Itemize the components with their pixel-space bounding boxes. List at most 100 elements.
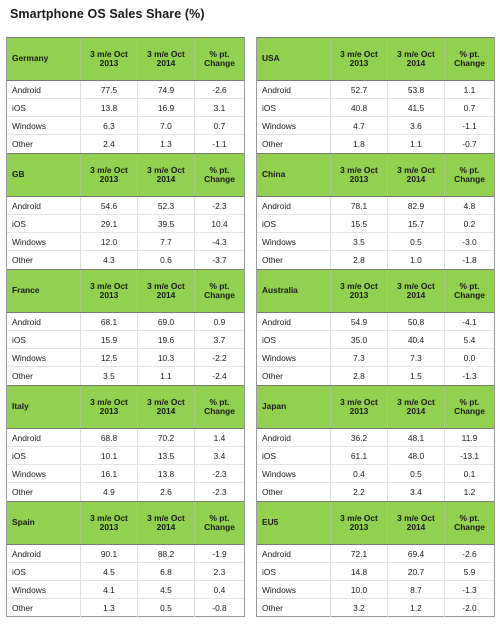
os-label: Other xyxy=(12,371,33,381)
value-2013-cell: 15.5 xyxy=(330,215,387,232)
table-header: GB 3 m/e Oct 2013 3 m/e Oct 2014% pt. Chan… xyxy=(7,153,244,197)
column-header-2014: 3 m/e Oct 2014 xyxy=(137,154,194,196)
column-header-2013: 3 m/e Oct 2013 xyxy=(330,270,387,312)
pt-change-cell: 3.4 xyxy=(194,447,244,464)
pt-change-cell: 4.8 xyxy=(444,197,494,214)
os-label: Android xyxy=(262,84,291,95)
value-2013-cell: 10.0 xyxy=(330,581,387,598)
pt-change-cell: -2.6 xyxy=(194,81,244,98)
pt-change-cell: -3.7 xyxy=(194,251,244,269)
value-2013-cell: 10.1 xyxy=(80,447,137,464)
table-row: Windows 6.3 7.0 0.7 xyxy=(7,117,244,135)
table-row: Android 54.6 52.3 -2.3 xyxy=(7,197,244,215)
column-header-2013: 3 m/e Oct 2013 xyxy=(80,154,137,196)
pt-change-cell: -1.3 xyxy=(444,367,494,385)
value-2014-cell: 15.7 xyxy=(387,215,444,232)
os-label: Android xyxy=(12,84,41,95)
value-2014-cell: 1.0 xyxy=(387,251,444,269)
pt-change-cell: -0.8 xyxy=(194,599,244,617)
os-label: Other xyxy=(12,139,33,149)
table-row: Android 52.7 53.8 1.1 xyxy=(257,81,494,99)
value-2013-cell: 4.7 xyxy=(330,117,387,134)
pt-change-cell: -2.3 xyxy=(194,483,244,501)
page-title: Smartphone OS Sales Share (%) xyxy=(10,7,205,21)
os-label: Android xyxy=(262,316,291,327)
pt-change-cell: -2.6 xyxy=(444,545,494,562)
value-2013-cell: 13.8 xyxy=(80,99,137,116)
value-2013-cell: 3.2 xyxy=(330,599,387,617)
pt-change-cell: 2.3 xyxy=(194,563,244,580)
value-2014-cell: 1.1 xyxy=(137,367,194,385)
value-2013-cell: 4.1 xyxy=(80,581,137,598)
os-label: Other xyxy=(262,487,283,497)
os-label: iOS xyxy=(262,450,276,461)
region-name: GB xyxy=(12,169,25,180)
value-2014-cell: 3.6 xyxy=(387,117,444,134)
os-label: iOS xyxy=(262,102,276,113)
pt-change-cell: 1.1 xyxy=(444,81,494,98)
os-label: Android xyxy=(12,548,41,559)
os-label: iOS xyxy=(12,218,26,229)
column-header-2014: 3 m/e Oct 2014 xyxy=(387,502,444,544)
pt-change-cell: -2.2 xyxy=(194,349,244,366)
value-2013-cell: 1.8 xyxy=(330,135,387,153)
table-row: Windows 12.5 10.3 -2.2 xyxy=(7,349,244,367)
region-name: Spain xyxy=(12,517,35,528)
table-row: Windows 4.1 4.5 0.4 xyxy=(7,581,244,599)
table-row: iOS 40.8 41.5 0.7 xyxy=(257,99,494,117)
value-2013-cell: 68.1 xyxy=(80,313,137,330)
value-2013-cell: 35.0 xyxy=(330,331,387,348)
column-header-2013: 3 m/e Oct 2013 xyxy=(80,502,137,544)
os-label: Windows xyxy=(12,352,46,363)
table-row: Windows 0.4 0.5 0.1 xyxy=(257,465,494,483)
table-row: iOS 15.9 19.6 3.7 xyxy=(7,331,244,349)
value-2014-cell: 13.5 xyxy=(137,447,194,464)
os-label: iOS xyxy=(12,334,26,345)
pt-change-cell: 1.2 xyxy=(444,483,494,501)
value-2014-cell: 70.2 xyxy=(137,429,194,446)
value-2014-cell: 7.3 xyxy=(387,349,444,366)
value-2013-cell: 72.1 xyxy=(330,545,387,562)
column-header-2014: 3 m/e Oct 2014 xyxy=(137,38,194,80)
value-2013-cell: 4.5 xyxy=(80,563,137,580)
table-row: Android 78.1 82.9 4.8 xyxy=(257,197,494,215)
column-header-2013: 3 m/e Oct 2013 xyxy=(330,38,387,80)
region-name: EU5 xyxy=(262,517,279,528)
value-2014-cell: 48.0 xyxy=(387,447,444,464)
column-header-change: % pt. Change xyxy=(194,502,244,544)
value-2014-cell: 13.8 xyxy=(137,465,194,482)
column-header-2013: 3 m/e Oct 2013 xyxy=(330,154,387,196)
value-2013-cell: 12.0 xyxy=(80,233,137,250)
pt-change-cell: 0.9 xyxy=(194,313,244,330)
table-row: iOS 61.1 48.0 -13.1 xyxy=(257,447,494,465)
os-label: Windows xyxy=(262,352,296,363)
value-2014-cell: 41.5 xyxy=(387,99,444,116)
value-2014-cell: 6.8 xyxy=(137,563,194,580)
value-2014-cell: 52.3 xyxy=(137,197,194,214)
table-row: Windows 12.0 7.7 -4.3 xyxy=(7,233,244,251)
value-2014-cell: 53.8 xyxy=(387,81,444,98)
column-header-2013: 3 m/e Oct 2013 xyxy=(80,386,137,428)
region-table: China 3 m/e Oct 2013 3 m/e Oct 2014% pt. C… xyxy=(256,153,495,269)
table-row: Other 2.8 1.0 -1.8 xyxy=(257,251,494,269)
region-table: GB 3 m/e Oct 2013 3 m/e Oct 2014% pt. Chan… xyxy=(6,153,245,269)
os-label: Other xyxy=(12,255,33,265)
os-label: iOS xyxy=(12,102,26,113)
value-2013-cell: 78.1 xyxy=(330,197,387,214)
value-2014-cell: 39.5 xyxy=(137,215,194,232)
os-label: Windows xyxy=(262,468,296,479)
table-header: France 3 m/e Oct 2013 3 m/e Oct 2014% pt. … xyxy=(7,269,244,313)
value-2013-cell: 7.3 xyxy=(330,349,387,366)
table-row: Android 77.5 74.9 -2.6 xyxy=(7,81,244,99)
table-row: Other 2.8 1.5 -1.3 xyxy=(257,367,494,385)
table-row: Other 4.3 0.6 -3.7 xyxy=(7,251,244,269)
value-2014-cell: 4.5 xyxy=(137,581,194,598)
os-label: Other xyxy=(12,487,33,497)
table-row: iOS 35.0 40.4 5.4 xyxy=(257,331,494,349)
value-2014-cell: 16.9 xyxy=(137,99,194,116)
value-2013-cell: 3.5 xyxy=(80,367,137,385)
value-2014-cell: 20.7 xyxy=(387,563,444,580)
value-2014-cell: 1.1 xyxy=(387,135,444,153)
os-label: Android xyxy=(12,432,41,443)
region-table: Germany 3 m/e Oct 2013 3 m/e Oct 2014% pt.… xyxy=(6,37,245,153)
